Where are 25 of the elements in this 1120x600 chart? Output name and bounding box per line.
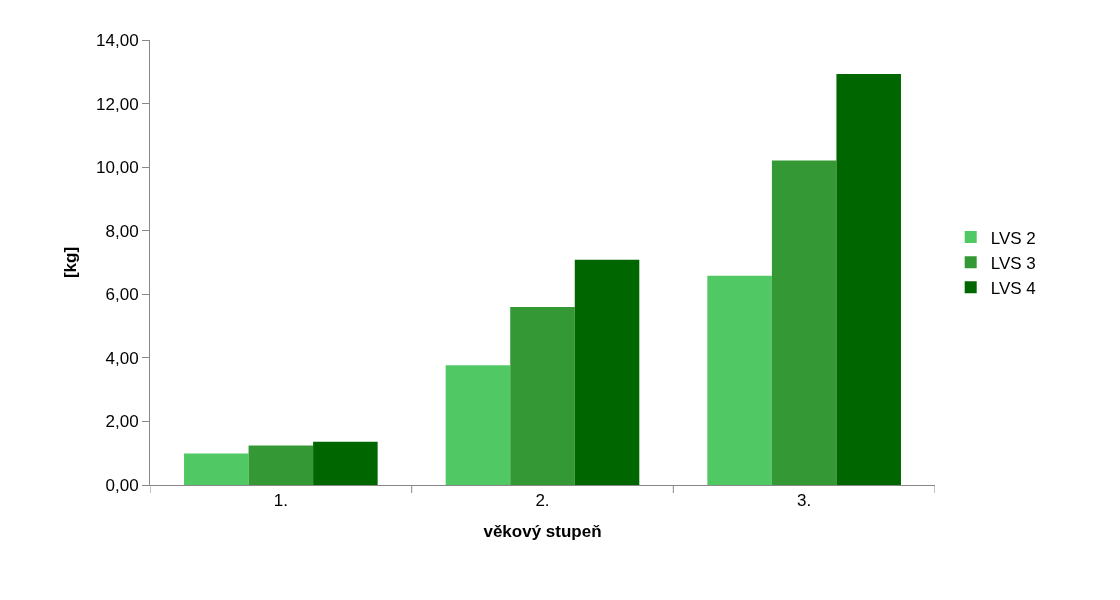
bar — [445, 365, 511, 485]
y-tick-label: 0,00 — [105, 475, 139, 495]
bar — [248, 445, 314, 485]
y-tick-label: 6,00 — [105, 285, 139, 305]
y-tick-label: 14,00 — [96, 30, 139, 50]
x-tick-label: 2. — [535, 491, 550, 511]
y-tick-label: 8,00 — [105, 221, 139, 241]
bar — [510, 307, 575, 485]
x-tick-label: 1. — [273, 491, 288, 511]
y-axis-title: [kg] — [60, 246, 80, 279]
legend-label: LVS 3 — [990, 253, 1036, 273]
bar — [771, 160, 837, 485]
x-tick-label: 3. — [797, 491, 812, 511]
y-tick-label: 2,00 — [105, 412, 139, 432]
y-tick-label: 10,00 — [96, 158, 139, 178]
x-axis-title: věkový stupeň — [483, 521, 602, 541]
y-tick-label: 4,00 — [105, 348, 139, 368]
legend-label: LVS 2 — [990, 228, 1036, 248]
bar — [707, 275, 772, 485]
bar — [574, 259, 640, 485]
legend-label: LVS 4 — [990, 278, 1036, 298]
bar — [184, 453, 249, 485]
bar — [313, 441, 378, 485]
y-tick-label: 12,00 — [96, 94, 139, 114]
bar — [836, 74, 901, 485]
